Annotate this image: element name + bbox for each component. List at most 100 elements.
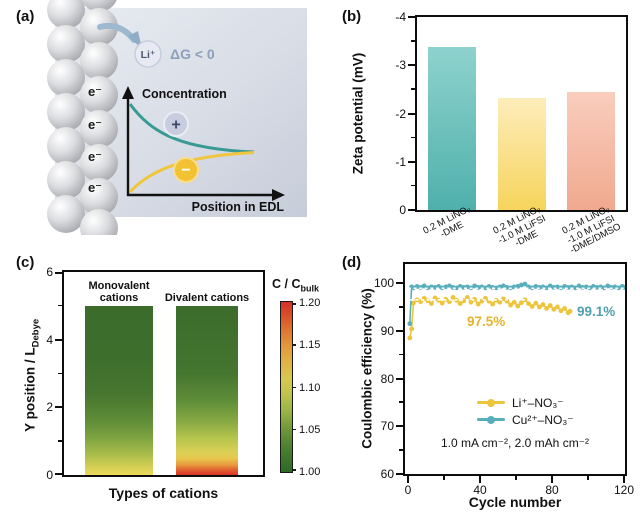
y-tick-minor bbox=[399, 353, 403, 356]
panel-c-label: (c) bbox=[16, 254, 35, 271]
x-tick-minor bbox=[443, 476, 445, 480]
li-data-point bbox=[547, 303, 553, 308]
colorbar-tick bbox=[292, 344, 296, 346]
anion-symbol: − bbox=[173, 157, 199, 183]
column-header: Divalent cations bbox=[164, 291, 250, 304]
concentration-colorbar: 1.00 1.05 1.10 1.15 1.20 bbox=[280, 297, 320, 478]
cu-data-point bbox=[447, 283, 452, 289]
y-tick-label: 60 bbox=[380, 467, 394, 481]
y-tick-minor bbox=[399, 305, 403, 308]
y-tick bbox=[55, 473, 62, 475]
cycling-plot-area: 97.5% 99.1% Li⁺–NO₃⁻ Cu²⁺–NO₃⁻ 1.0 mA cm… bbox=[374, 262, 634, 497]
x-tick bbox=[623, 476, 625, 483]
cu-data-point bbox=[576, 283, 582, 289]
y-tick bbox=[396, 473, 403, 475]
li-data-point bbox=[562, 305, 567, 311]
li-data-point bbox=[411, 300, 416, 306]
colorbar-tick bbox=[292, 386, 296, 388]
y-tick bbox=[55, 338, 62, 341]
li-data-point bbox=[551, 306, 557, 312]
y-tick bbox=[396, 329, 403, 332]
y-tick bbox=[411, 136, 415, 139]
y-tick bbox=[408, 209, 415, 211]
y-tick-label: 100 bbox=[373, 276, 394, 291]
x-axis-arrowhead bbox=[272, 189, 285, 201]
li-data-point bbox=[490, 301, 495, 307]
cu-data-point bbox=[443, 284, 449, 290]
x-tick bbox=[551, 476, 553, 483]
colorbar-tick-label: 1.00 bbox=[299, 466, 321, 478]
x-tick-label: 40 bbox=[473, 483, 487, 497]
y-tick-minor bbox=[399, 401, 403, 403]
y-tick bbox=[58, 304, 62, 307]
li-data-point bbox=[567, 308, 573, 314]
cu-data-point bbox=[544, 285, 549, 291]
zeta-bar bbox=[567, 92, 616, 210]
y-tick bbox=[411, 40, 415, 42]
cu-series-label: Cu²⁺–NO₃⁻ bbox=[512, 412, 574, 427]
cation-heatmap-area: 0 2 4 6 Monovalent cations Divalent cations bbox=[46, 265, 265, 482]
li-data-point bbox=[409, 326, 414, 332]
li-data-point bbox=[529, 304, 535, 309]
ce-x-axis-title: Cycle number bbox=[468, 494, 562, 510]
y-tick-label: 0 bbox=[46, 468, 53, 482]
electron-label: e⁻ bbox=[88, 84, 102, 99]
electron-label: e⁻ bbox=[88, 180, 102, 195]
y-tick bbox=[408, 160, 415, 163]
cu-data-point bbox=[547, 283, 553, 289]
y-axis-arrowhead bbox=[122, 86, 134, 99]
cu-data-point bbox=[501, 283, 506, 289]
li-data-point bbox=[450, 295, 456, 300]
electrode-spheres bbox=[47, 0, 118, 235]
x-tick-minor bbox=[515, 476, 517, 480]
concentration-axis-label: Concentration bbox=[142, 87, 227, 101]
x-tick-label: 80 bbox=[545, 483, 559, 497]
electron-label: e⁻ bbox=[88, 149, 102, 164]
li-data-point bbox=[465, 295, 470, 300]
colorbar-tick bbox=[292, 428, 296, 431]
y-tick bbox=[408, 16, 415, 18]
li-data-point bbox=[429, 301, 434, 307]
li-data-point bbox=[511, 299, 517, 305]
y-tick-label: 6 bbox=[46, 265, 53, 279]
x-tick-minor bbox=[587, 476, 589, 480]
colorbar-title: C / Cbulk bbox=[272, 277, 319, 294]
cation-symbol: + bbox=[163, 111, 189, 137]
li-data-point bbox=[544, 305, 549, 311]
y-tick-label: -4 bbox=[395, 10, 406, 24]
colorbar-tick bbox=[292, 469, 296, 471]
li-data-point bbox=[558, 308, 564, 314]
panel-b-label: (b) bbox=[342, 8, 362, 25]
li-data-point bbox=[508, 302, 513, 308]
li-data-point bbox=[439, 300, 445, 306]
zeta-bar bbox=[427, 47, 476, 210]
edl-schematic: e⁻ e⁻ e⁻ e⁻ Li⁺ ΔG < 0 Concentration Pos… bbox=[47, 0, 307, 235]
legend: Li⁺–NO₃⁻ Cu²⁺–NO₃⁻ bbox=[477, 394, 574, 428]
x-tick-label: 0 bbox=[404, 483, 412, 497]
y-tick-label: 90 bbox=[380, 323, 394, 338]
li-series-marker-icon bbox=[477, 398, 505, 407]
li-data-point bbox=[533, 300, 539, 306]
cu-data-point bbox=[519, 282, 524, 288]
cu-data-point bbox=[472, 283, 477, 289]
li-ion: Li⁺ bbox=[134, 40, 162, 68]
legend-item-cu: Cu²⁺–NO₃⁻ bbox=[477, 411, 574, 428]
li-data-point bbox=[555, 304, 560, 310]
cation-density-column bbox=[85, 305, 153, 475]
li-data-point bbox=[537, 304, 542, 310]
colorbar-tick-label: 1.05 bbox=[299, 423, 321, 436]
panel-d-label: (d) bbox=[342, 254, 362, 271]
y-tick-label: 2 bbox=[46, 400, 53, 415]
cu-average-annotation: 99.1% bbox=[577, 304, 616, 319]
test-conditions-note: 1.0 mA cm⁻², 2.0 mAh cm⁻² bbox=[440, 436, 590, 450]
svg-text:Li⁺: Li⁺ bbox=[141, 49, 156, 61]
legend-item-li: Li⁺–NO₃⁻ bbox=[477, 394, 574, 411]
colorbar-tick-label: 1.20 bbox=[299, 297, 321, 309]
li-data-point bbox=[475, 301, 481, 307]
electron-label: e⁻ bbox=[88, 117, 102, 132]
position-axis-label: Position in EDL bbox=[192, 200, 285, 214]
yposition-axis-title: Y position / LDebye bbox=[22, 318, 42, 432]
cu-data-point bbox=[407, 321, 413, 327]
y-tick-label: 0 bbox=[399, 203, 406, 217]
